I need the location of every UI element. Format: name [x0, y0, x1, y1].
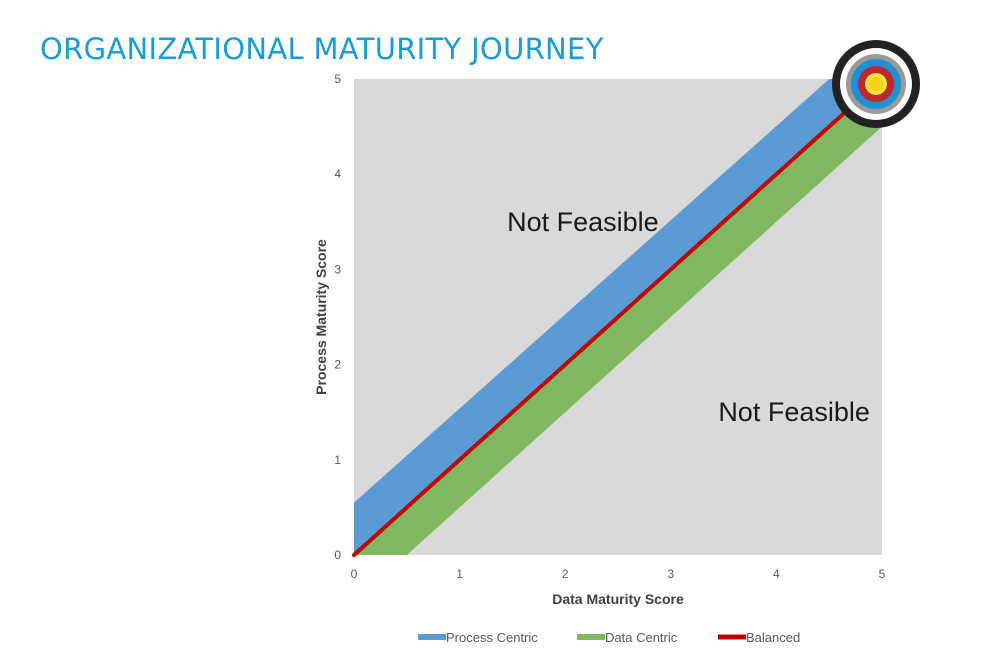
annotation-not-feasible-lower: Not Feasible: [718, 397, 870, 427]
y-tick-label: 1: [334, 453, 341, 467]
legend-label: Process Centric: [446, 630, 538, 645]
y-tick-label: 4: [334, 167, 341, 181]
y-axis-title: Process Maturity Score: [313, 239, 329, 395]
x-tick-label: 3: [667, 567, 674, 581]
x-tick-label: 0: [351, 567, 358, 581]
y-tick-label: 2: [334, 358, 341, 372]
y-tick-label: 5: [334, 72, 341, 86]
x-axis-title: Data Maturity Score: [552, 591, 684, 607]
y-tick-label: 3: [334, 262, 341, 276]
bullseye-target-icon: [832, 40, 920, 128]
x-tick-label: 4: [773, 567, 780, 581]
legend-label: Balanced: [746, 630, 800, 645]
y-tick-label: 0: [334, 548, 341, 562]
legend-label: Data Centric: [605, 630, 678, 645]
x-tick-label: 1: [456, 567, 463, 581]
chart-legend: Process Centric Data Centric Balanced: [418, 630, 800, 645]
line-balanced: [352, 77, 884, 557]
page-title: ORGANIZATIONAL MATURITY JOURNEY: [40, 32, 604, 66]
x-tick-label: 5: [879, 567, 886, 581]
annotation-not-feasible-upper: Not Feasible: [507, 207, 659, 237]
x-tick-label: 2: [562, 567, 569, 581]
